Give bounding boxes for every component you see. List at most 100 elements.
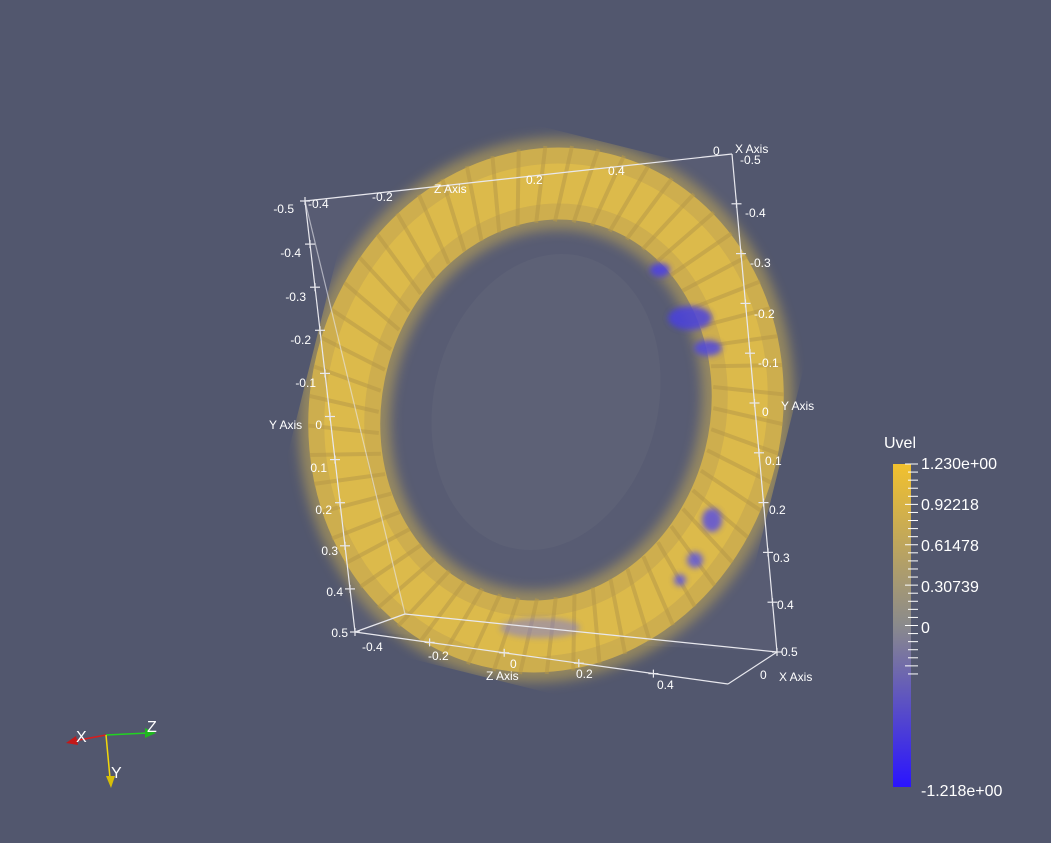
torus-hole (431, 253, 661, 551)
torus-ridge (607, 164, 651, 233)
torus-ridge (491, 597, 521, 672)
torus-ridge (342, 281, 401, 332)
left-y-tick: 0.4 (326, 585, 343, 599)
torus-ridge (440, 178, 467, 252)
torus-ridge (706, 448, 772, 485)
left-y-tick: -0.5 (273, 202, 294, 216)
left-y-tick: 0.3 (321, 544, 338, 558)
left-y-tick: -0.2 (290, 333, 311, 347)
triad-x-arrow-icon (66, 736, 78, 745)
scalar-bar-tick-label: 0.92218 (921, 497, 979, 514)
scalar-bar-max-label: 1.230e+00 (921, 456, 997, 473)
triad-z-label: Z (147, 719, 157, 736)
top-corner-zero: 0 (713, 144, 720, 158)
top-z-axis-title: Z Axis (434, 182, 467, 196)
left-y-tick: 0.2 (315, 503, 332, 517)
bottom-z-axis-title: Z Axis (486, 669, 519, 683)
torus-ridge (590, 587, 602, 664)
triad-y-arrow-icon (106, 776, 115, 788)
triad-y-axis (105, 734, 111, 779)
bottom-z-tick: 0.4 (657, 678, 674, 692)
torus-ridge (418, 579, 467, 643)
torus-ridge (681, 507, 734, 564)
left-y-tick: -0.4 (280, 246, 301, 260)
bottom-z-tick: -0.4 (362, 640, 383, 654)
torus-ridge (641, 192, 696, 251)
volume-torus (298, 137, 794, 683)
scalar-bar-ticks (905, 463, 918, 675)
torus-ridge (655, 210, 716, 263)
left-y-tick: 0 (315, 418, 322, 432)
scalar-bar-min-label: -1.218e+00 (921, 783, 1003, 800)
bottom-corner-zero: 0 (760, 668, 767, 682)
cube-axes-labels: Z Axis -0.4 -0.2 0.2 0.4 0 X Axis -0.5 Y… (269, 142, 814, 692)
triad-x-label: X (76, 729, 87, 746)
scalar-bar-tick-label: 0 (921, 620, 930, 637)
left-y-tick: -0.3 (285, 290, 306, 304)
right-y-tick: 0.5 (781, 645, 798, 659)
torus-ridge (590, 154, 626, 227)
orientation-axes[interactable]: X Y Z (66, 719, 157, 788)
right-y-tick: 0.2 (769, 503, 786, 517)
torus-ridge (699, 468, 762, 513)
torus-ridge (608, 578, 628, 655)
torus-ridge (700, 306, 771, 329)
right-y-tick: 0.3 (773, 551, 790, 565)
bottom-z-tick: -0.2 (428, 649, 449, 663)
left-y-axis-title: Y Axis (269, 418, 302, 432)
torus-ridge (681, 254, 749, 293)
torus-ridge (441, 587, 485, 656)
torus-ridge (534, 145, 548, 223)
torus-ridge (309, 393, 380, 414)
torus-ridge (669, 231, 733, 277)
torus-ridge (309, 451, 381, 458)
triad-z-arrow-icon (145, 728, 156, 738)
right-y-tick: -0.2 (754, 307, 775, 321)
torus-ridge (711, 362, 783, 369)
torus-ridge (571, 148, 601, 223)
torus-ridge (359, 543, 423, 589)
scalar-bar-title: Uvel (884, 435, 916, 452)
top-z-tick: -0.4 (308, 197, 329, 211)
top-z-tick: 0.4 (608, 164, 625, 178)
scalar-bar[interactable]: Uvel 1.230e+00 0.92218 0.61478 0.30739 0… (884, 435, 1003, 800)
right-y-tick: -0.3 (750, 256, 771, 270)
torus-ridge (320, 335, 386, 372)
bottom-z-tick: 0 (510, 657, 517, 671)
right-y-tick: 0.4 (777, 598, 794, 612)
torus-ridge (395, 212, 436, 279)
top-z-tick: -0.2 (372, 190, 393, 204)
torus-ridge (712, 406, 783, 427)
torus-ridge (358, 256, 411, 313)
torus-ridge (515, 149, 521, 227)
torus-ridge (553, 145, 574, 222)
torus-ridge (396, 569, 451, 628)
torus-ridge (376, 557, 437, 610)
triad-y-label: Y (111, 765, 122, 782)
top-corner-x-title: X Axis (735, 142, 768, 156)
left-y-tick: -0.1 (295, 376, 316, 390)
torus-ridge (307, 423, 379, 435)
torus-ridge (641, 555, 675, 626)
torus-ridge (466, 593, 502, 666)
triad-z-axis (105, 732, 149, 736)
torus-ridge (343, 527, 411, 566)
torus-ridge (417, 194, 451, 265)
torus-ridge (625, 177, 674, 241)
right-y-tick: 0 (762, 405, 769, 419)
torus-ridge (656, 541, 697, 608)
scalar-bar-tick-label: 0.30739 (921, 579, 979, 596)
right-y-tick: -0.1 (758, 356, 779, 370)
torus-ridge (710, 427, 779, 456)
torus-ridge (464, 165, 484, 242)
negative-uvel-patches (500, 263, 722, 638)
torus-ridge (691, 279, 761, 310)
bottom-z-tick: 0.2 (576, 667, 593, 681)
left-y-tick: 0.5 (331, 626, 348, 640)
right-y-tick: 0.1 (765, 454, 782, 468)
right-y-axis-title: Y Axis (781, 399, 814, 413)
bottom-corner-x-title: X Axis (779, 670, 812, 684)
torus-ridge (490, 156, 502, 233)
